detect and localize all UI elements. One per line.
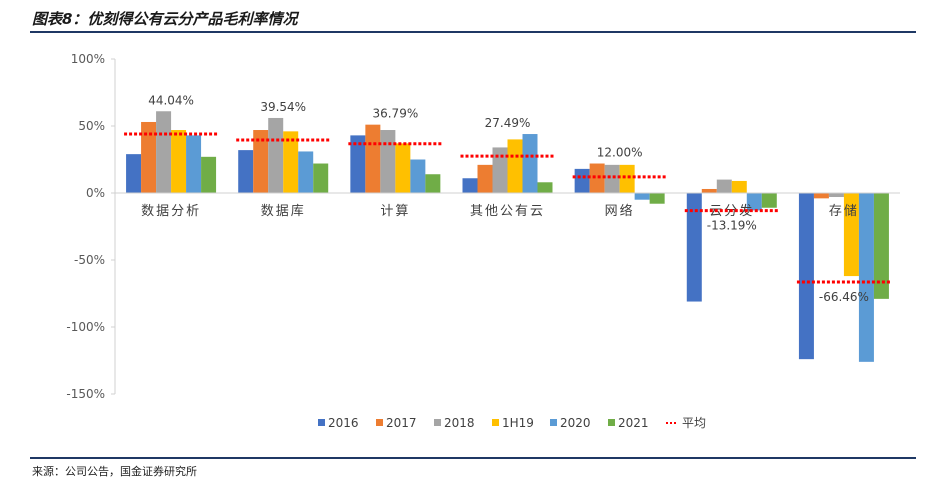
bar-2018-1 <box>268 117 284 193</box>
title-rule <box>30 31 916 33</box>
legend-label: 2017 <box>386 416 417 430</box>
bar-2021-4 <box>649 193 665 204</box>
bar-2017-4 <box>589 163 605 193</box>
bar-1H19-5 <box>731 180 747 193</box>
bar-2018-2 <box>380 130 396 193</box>
bar-2020-4 <box>634 193 650 200</box>
average-label: 36.79% <box>372 107 418 121</box>
bar-2021-2 <box>425 174 441 193</box>
source-rule <box>30 457 916 459</box>
figure-title: 图表8：优刻得公有云分产品毛利率情况 <box>32 10 298 28</box>
average-label: 27.49% <box>485 116 531 130</box>
bar-1H19-1 <box>283 131 299 193</box>
bar-2021-3 <box>537 182 553 193</box>
bar-2016-1 <box>238 150 254 193</box>
legend-label: 2018 <box>444 416 475 430</box>
y-tick-label: 50% <box>78 119 105 133</box>
legend-swatch-2020 <box>550 419 557 426</box>
legend-label: 2016 <box>328 416 359 430</box>
y-tick-label: -150% <box>66 387 105 401</box>
bar-2017-5 <box>701 188 717 193</box>
bar-2021-5 <box>761 193 777 208</box>
bar-2021-6 <box>873 193 889 299</box>
bar-2018-4 <box>604 164 620 193</box>
category-label: 数据库 <box>261 203 306 219</box>
legend-label: 2021 <box>618 416 649 430</box>
bar-2020-3 <box>522 134 538 193</box>
bar-1H19-3 <box>507 139 523 193</box>
bar-2016-5 <box>686 193 702 302</box>
average-label: 12.00% <box>597 146 643 160</box>
bar-2020-5 <box>746 193 762 211</box>
category-label: 计算 <box>380 204 410 219</box>
bar-2018-0 <box>156 111 172 193</box>
category-label: 存储 <box>829 204 859 219</box>
category-label: 网络 <box>605 203 635 219</box>
legend-label: 2020 <box>560 416 591 430</box>
bar-2018-5 <box>716 179 732 193</box>
bar-2020-2 <box>410 159 426 193</box>
bar-1H19-4 <box>619 164 635 193</box>
bar-2017-0 <box>141 121 157 193</box>
bar-1H19-2 <box>395 143 411 193</box>
legend-swatch-2016 <box>318 419 325 426</box>
legend-swatch-2018 <box>434 419 441 426</box>
average-label: 44.04% <box>148 93 194 107</box>
bar-2020-1 <box>298 151 314 193</box>
bar-2020-0 <box>186 135 202 193</box>
bar-1H19-6 <box>843 193 859 277</box>
bar-2021-1 <box>313 163 329 193</box>
y-tick-label: 0% <box>86 186 105 200</box>
bar-2017-2 <box>365 124 381 193</box>
legend-swatch-2017 <box>376 419 383 426</box>
category-label: 其他公有云 <box>470 204 545 219</box>
bar-2017-6 <box>813 193 829 199</box>
category-label: 数据分析 <box>141 204 201 219</box>
bar-2017-3 <box>477 164 493 193</box>
legend-label: 1H19 <box>502 416 534 430</box>
y-tick-label: -50% <box>74 253 105 267</box>
bar-2016-3 <box>462 178 478 193</box>
bar-2016-6 <box>798 193 814 360</box>
bar-2016-0 <box>126 154 142 193</box>
legend-swatch-1H19 <box>492 419 499 426</box>
bar-2017-1 <box>253 130 269 193</box>
y-tick-label: -100% <box>66 320 105 334</box>
y-tick-label: 100% <box>71 52 105 66</box>
bar-2020-6 <box>858 193 874 362</box>
bar-2021-0 <box>201 156 217 193</box>
legend-label: 平均 <box>682 416 706 430</box>
source-note: 来源：公司公告，国金证券研究所 <box>32 465 197 478</box>
legend-swatch-2021 <box>608 419 615 426</box>
average-label: 39.54% <box>260 100 306 114</box>
bar-2016-4 <box>574 168 590 193</box>
bar-1H19-0 <box>171 130 187 193</box>
bar-2016-2 <box>350 135 366 193</box>
bar-2018-3 <box>492 147 508 193</box>
bar-2018-6 <box>828 193 844 198</box>
average-label: -13.19% <box>707 219 757 233</box>
average-label: -66.46% <box>819 290 869 304</box>
